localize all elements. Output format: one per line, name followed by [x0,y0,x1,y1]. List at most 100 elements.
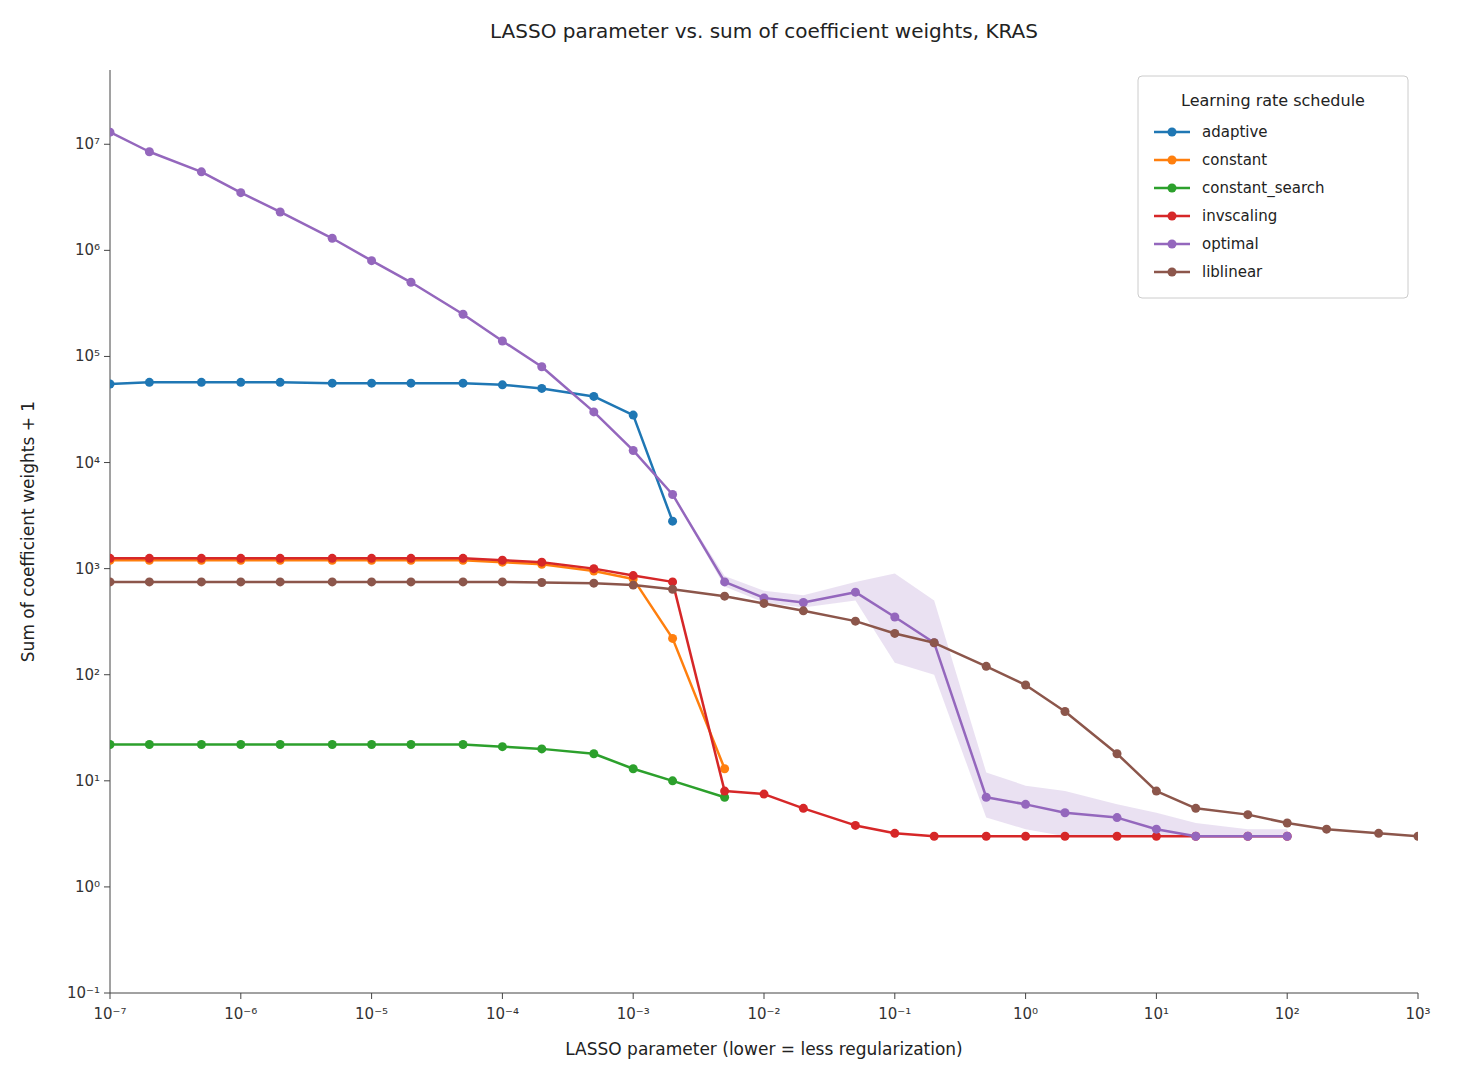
point [760,599,769,608]
y-tick-label: 10³ [75,560,100,578]
point [629,571,638,580]
point [1152,787,1161,796]
y-tick-label: 10⁵ [75,347,100,365]
x-tick-label: 10⁻⁵ [355,1005,388,1023]
point [367,740,376,749]
point [1021,832,1030,841]
y-tick [104,993,110,994]
point [110,554,115,563]
point [589,392,598,401]
chart-title: LASSO parameter vs. sum of coefficient w… [490,19,1038,43]
x-tick-label: 10⁻² [747,1005,780,1023]
point [1113,832,1122,841]
point [459,577,468,586]
point [328,740,337,749]
point [236,554,245,563]
x-tick [110,993,111,999]
line [110,132,1287,836]
point [236,577,245,586]
point [406,278,415,287]
point [406,577,415,586]
point [498,577,507,586]
point [498,556,507,565]
chart-svg: LASSO parameter vs. sum of coefficient w… [0,0,1458,1083]
point [720,577,729,586]
legend-marker [1168,212,1177,221]
legend-marker [1168,268,1177,277]
point [276,207,285,216]
series [110,577,1418,840]
point [328,379,337,388]
x-tick [240,993,241,999]
x-tick [502,993,503,999]
y-tick [104,674,110,675]
point [890,613,899,622]
point [459,554,468,563]
x-tick [633,993,634,999]
point [145,554,154,563]
legend-box [1138,76,1408,298]
point [799,606,808,615]
point [1283,832,1292,841]
point [236,740,245,749]
point [589,407,598,416]
x-tick [1156,993,1157,999]
point [589,564,598,573]
point [537,362,546,371]
y-tick [104,144,110,145]
x-tick-label: 10³ [1405,1005,1430,1023]
legend-label: optimal [1202,235,1259,253]
point [459,379,468,388]
point [367,379,376,388]
point [110,577,115,586]
series [110,378,677,526]
point [1374,829,1383,838]
y-axis-line [110,70,111,993]
point [1021,800,1030,809]
point [459,740,468,749]
point [276,554,285,563]
point [328,234,337,243]
point [1283,832,1292,841]
point [537,744,546,753]
legend-label: constant [1202,151,1267,169]
y-tick [104,886,110,887]
x-tick [1287,993,1288,999]
point [145,147,154,156]
plot-area [110,128,1418,841]
x-tick [894,993,895,999]
point [276,378,285,387]
point [459,310,468,319]
legend-label: adaptive [1202,123,1268,141]
point [668,517,677,526]
point [1191,832,1200,841]
point [1414,832,1419,841]
line [110,744,725,797]
legend-label: constant_search [1202,179,1325,198]
point [1191,832,1200,841]
x-tick [764,993,765,999]
band [110,132,1287,836]
point [197,554,206,563]
legend-marker [1168,240,1177,249]
point [145,378,154,387]
y-tick [104,356,110,357]
point [197,378,206,387]
series [110,556,729,773]
point [668,776,677,785]
y-tick [104,462,110,463]
x-tick-label: 10⁻⁴ [486,1005,519,1023]
x-tick-label: 10⁻⁶ [224,1005,257,1023]
point [720,764,729,773]
point [197,167,206,176]
point [668,634,677,643]
point [720,787,729,796]
point [629,764,638,773]
x-tick [1025,993,1026,999]
point [1060,808,1069,817]
x-tick-label: 10⁻³ [617,1005,650,1023]
point [720,592,729,601]
series [110,128,1292,841]
point [1191,804,1200,813]
point [276,740,285,749]
